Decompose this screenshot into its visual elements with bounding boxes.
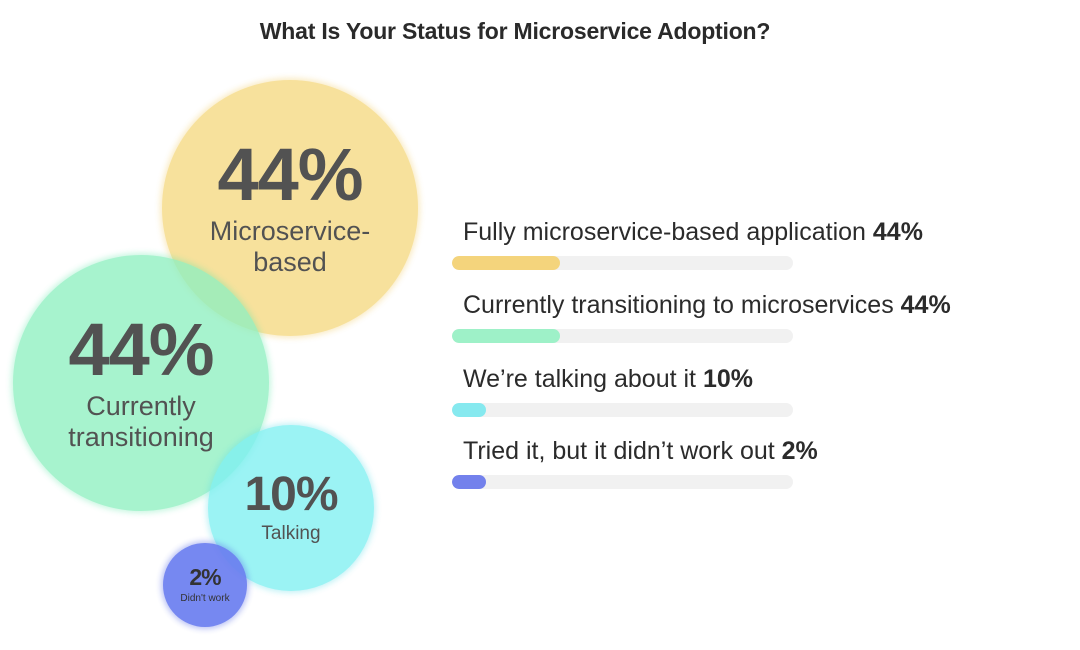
bubble-1: 44% Currently transitioning xyxy=(13,255,269,511)
progress-fill xyxy=(452,256,561,270)
bubble-value-label: 44% xyxy=(68,307,214,391)
bubble-value-label: 2% xyxy=(189,563,221,590)
legend-row: Currently transitioning to microservices… xyxy=(452,291,1052,343)
bubble-category-label: Didn't work xyxy=(180,592,230,604)
bubble-value-label: 10% xyxy=(244,468,338,522)
bubble-category-label: Talking xyxy=(261,523,321,545)
bubble-2: 10% Talking xyxy=(208,425,374,591)
bubble-category-label: Microservice- based xyxy=(209,215,371,277)
bubble-cluster: 44% Microservice- based 44% Currently trans… xyxy=(0,0,520,650)
bubble-value-label: 44% xyxy=(217,132,363,216)
progress-track xyxy=(452,329,793,343)
legend-row: We’re talking about it 10% xyxy=(452,365,1052,417)
chart-title: What Is Your Status for Microservice Ado… xyxy=(259,18,771,44)
legend-row: Tried it, but it didn’t work out 2% xyxy=(452,437,1052,489)
legend-category-name: We’re talking about it xyxy=(463,365,703,393)
bubble-category-label: Currently transitioning xyxy=(68,390,214,452)
progress-track xyxy=(452,256,793,270)
legend-category-name: Currently transitioning to microservices xyxy=(463,291,901,319)
progress-track xyxy=(452,403,793,417)
progress-fill xyxy=(452,329,561,343)
legend-value-label: 44% xyxy=(872,218,923,246)
progress-fill xyxy=(452,475,486,489)
legend-value-label: 44% xyxy=(900,291,951,319)
legend-value-label: 2% xyxy=(781,437,818,465)
legend-row: Fully microservice-based application 44% xyxy=(452,218,1052,270)
progress-fill xyxy=(452,403,486,417)
legend-category-name: Fully microservice-based application xyxy=(463,218,873,246)
legend-value-label: 10% xyxy=(702,365,753,393)
progress-track xyxy=(452,475,793,489)
legend-category-name: Tried it, but it didn’t work out xyxy=(463,437,782,465)
bubble-3: 2% Didn't work xyxy=(163,543,247,627)
